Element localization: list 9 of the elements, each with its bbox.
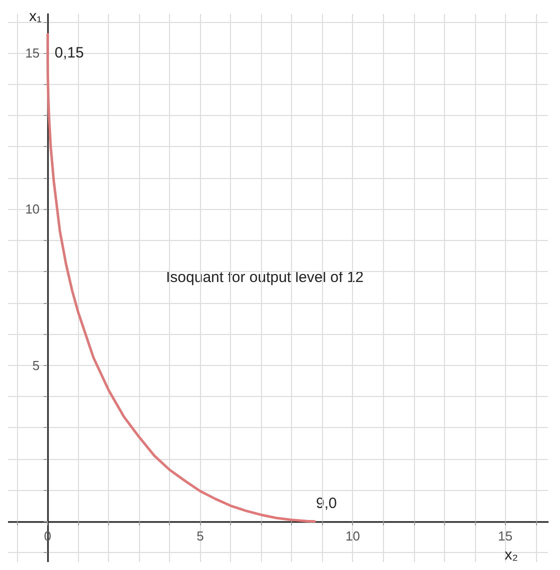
- y-tick-label: 5: [32, 358, 40, 373]
- y-tick-label: 15: [25, 46, 40, 61]
- annotation: 0,15: [54, 44, 84, 62]
- x-tick-label: 5: [196, 528, 204, 544]
- x-tick-label: 10: [346, 528, 360, 544]
- y-tick-label: 10: [25, 202, 40, 217]
- x-tick-label: 15: [498, 528, 513, 544]
- y-axis-title: x₁: [29, 8, 42, 25]
- x-axis-title: x₂: [504, 546, 518, 564]
